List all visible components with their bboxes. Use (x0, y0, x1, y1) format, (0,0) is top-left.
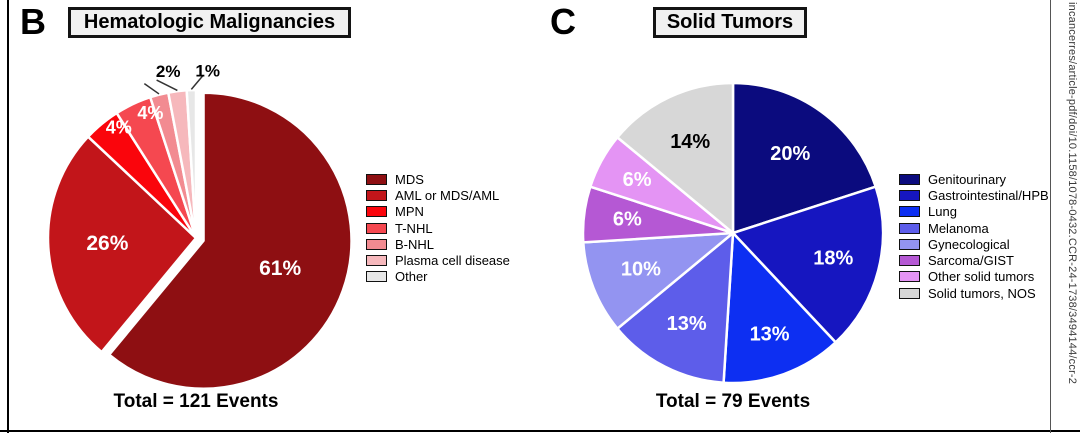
legend-item-plasma-cell-disease: Plasma cell disease (366, 252, 510, 268)
legend-swatch-gynecological (899, 238, 920, 250)
pie-slice-melanoma (616, 231, 735, 384)
panel-b-title: Hematologic Malignancies (83, 11, 336, 33)
legend-swatch-sarcoma-gist (899, 255, 920, 267)
legend-item-other: Other (366, 269, 510, 285)
legend-label-sarcoma-gist: Sarcoma/GIST (928, 253, 1014, 269)
legend-label-other-solid-tumors: Other solid tumors (928, 269, 1035, 285)
legend-item-mds: MDS (366, 171, 510, 187)
legend-item-t-nhl: T-NHL (366, 220, 510, 236)
panel-b-title-box: Hematologic Malignancies (68, 7, 351, 38)
pie-slice-gynecological (582, 231, 735, 330)
leader-line-other (190, 74, 204, 90)
legend-swatch-mpn (366, 206, 387, 218)
pie-slice-gastrointestinal-hpb (731, 185, 885, 344)
legend-label-gastrointestinal-hpb: Gastrointestinal/HPB (928, 187, 1049, 203)
legend-item-b-nhl: B-NHL (366, 236, 510, 252)
pct-label-sarcoma-gist: 6% (613, 209, 642, 231)
legend-label-genitourinary: Genitourinary (928, 171, 1007, 187)
panel-c-title: Solid Tumors (666, 11, 794, 33)
legend-label-aml-or-mds-aml: AML or MDS/AML (395, 187, 500, 203)
leader-line-plasma-cell-disease (156, 79, 178, 92)
leader-line-b-nhl (143, 82, 160, 95)
legend-item-melanoma: Melanoma (899, 220, 1049, 236)
pie-slice-genitourinary (731, 81, 877, 235)
pct-label-solid-tumors-nos: 14% (670, 131, 710, 153)
legend-label-b-nhl: B-NHL (395, 236, 435, 252)
legend-swatch-lung (899, 206, 920, 218)
legend-swatch-other (366, 271, 387, 283)
legend-label-lung: Lung (928, 204, 957, 220)
legend-label-plasma-cell-disease: Plasma cell disease (395, 253, 510, 269)
pie-slice-aml-or-mds-aml (46, 135, 198, 354)
panel-b-letter: B (20, 1, 46, 42)
pct-label-mpn: 4% (106, 118, 132, 138)
pie-chart-solid-tumors: 20% 18% 13% 13% 10% 6% 6% 14% (581, 81, 885, 385)
legend-swatch-t-nhl (366, 222, 387, 234)
panel-b-total: Total = 121 Events (113, 391, 279, 412)
legend-hematologic: MDS AML or MDS/AML MPN T-NHL B-NHL Plasma cel… (366, 171, 510, 285)
pct-label-other: 1% (195, 62, 220, 81)
pct-label-gynecological: 10% (621, 258, 661, 280)
pct-label-melanoma: 13% (667, 313, 707, 335)
legend-label-other: Other (395, 269, 428, 285)
pct-label-mds: 61% (259, 257, 301, 280)
legend-label-t-nhl: T-NHL (395, 220, 433, 236)
pie-slice-mds (107, 91, 353, 390)
legend-swatch-aml-or-mds-aml (366, 189, 387, 201)
panel-c-title-box: Solid Tumors (653, 7, 807, 38)
pie-slice-solid-tumors-nos (616, 81, 735, 235)
legend-item-solid-tumors-nos: Solid tumors, NOS (899, 285, 1049, 301)
pct-label-t-nhl: 4% (137, 103, 163, 123)
legend-item-sarcoma-gist: Sarcoma/GIST (899, 252, 1049, 268)
legend-item-mpn: MPN (366, 204, 510, 220)
legend-item-gastrointestinal-hpb: Gastrointestinal/HPB (899, 187, 1049, 203)
legend-item-genitourinary: Genitourinary (899, 171, 1049, 187)
legend-swatch-plasma-cell-disease (366, 255, 387, 267)
legend-item-other-solid-tumors: Other solid tumors (899, 269, 1049, 285)
legend-item-aml-or-mds-aml: AML or MDS/AML (366, 187, 510, 203)
legend-label-solid-tumors-nos: Solid tumors, NOS (928, 285, 1036, 301)
legend-label-gynecological: Gynecological (928, 236, 1010, 252)
pct-label-genitourinary: 20% (770, 143, 810, 165)
pct-label-aml-or-mds-aml: 26% (86, 232, 128, 255)
journal-watermark-text: incancerres/article-pdf/doi/10.1158/1078… (1066, 2, 1078, 385)
legend-swatch-other-solid-tumors (899, 271, 920, 283)
legend-solid-tumors: Genitourinary Gastrointestinal/HPB Lung Mel… (899, 171, 1049, 301)
figure-left-border (7, 0, 9, 433)
figure-right-border (1050, 0, 1051, 433)
pct-label-b-nhl: 2% (156, 62, 181, 81)
legend-label-melanoma: Melanoma (928, 220, 989, 236)
figure-bottom-border (0, 430, 1080, 432)
legend-swatch-genitourinary (899, 173, 920, 185)
legend-swatch-mds (366, 173, 387, 185)
panel-c-letter: C (550, 1, 576, 42)
pie-chart-hematologic-malignancies: 61% 26% 4%4% 2% 1% (46, 62, 353, 390)
legend-swatch-solid-tumors-nos (899, 287, 920, 299)
legend-swatch-gastrointestinal-hpb (899, 189, 920, 201)
legend-label-mds: MDS (395, 171, 424, 187)
legend-label-mpn: MPN (395, 204, 424, 220)
pct-label-gastrointestinal-hpb: 18% (813, 248, 853, 270)
panel-c-total: Total = 79 Events (655, 391, 811, 412)
legend-item-gynecological: Gynecological (899, 236, 1049, 252)
pct-label-other-solid-tumors: 6% (623, 169, 652, 191)
pct-label-lung: 13% (750, 324, 790, 346)
pie-slice-lung (722, 231, 837, 385)
legend-item-lung: Lung (899, 204, 1049, 220)
legend-swatch-melanoma (899, 222, 920, 234)
pie-slice-other (185, 88, 198, 240)
legend-swatch-b-nhl (366, 238, 387, 250)
